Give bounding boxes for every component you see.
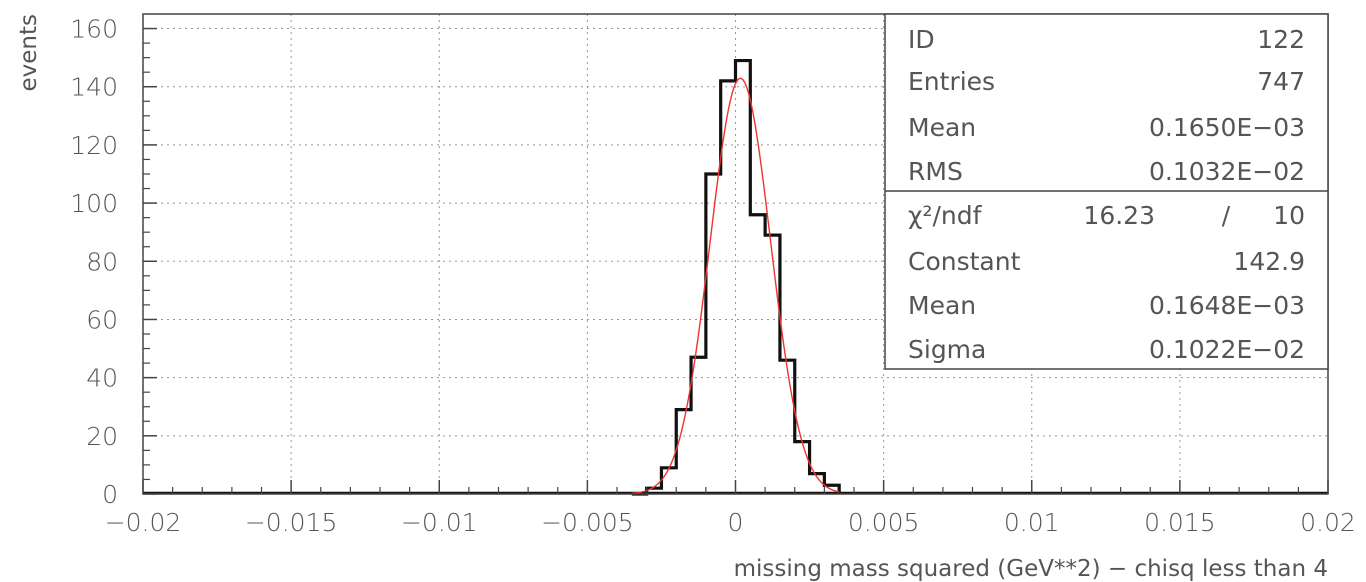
stats-label: ID bbox=[908, 25, 935, 54]
gaussian-fit-series bbox=[631, 77, 840, 495]
fit-value: 142.9 bbox=[1233, 247, 1305, 276]
y-tick-label: 80 bbox=[86, 247, 118, 276]
stats-value: 747 bbox=[1257, 67, 1305, 96]
stats-label: Mean bbox=[908, 113, 976, 142]
fit-value: 0.1648E−03 bbox=[1149, 291, 1305, 320]
stats-value: 122 bbox=[1257, 25, 1305, 54]
histogram-bin bbox=[661, 468, 676, 494]
stats-label: RMS bbox=[908, 157, 963, 186]
histogram-bin bbox=[691, 357, 706, 494]
fit-label: χ²/ndf bbox=[908, 201, 983, 230]
histogram-bin bbox=[765, 235, 780, 494]
fit-label: Mean bbox=[908, 291, 976, 320]
y-axis: 0 20 40 60 80 100 120 140 160 bbox=[70, 15, 157, 509]
fit-separator: / bbox=[1222, 201, 1231, 230]
x-tick-label: 0.02 bbox=[1300, 508, 1356, 537]
stats-label: Entries bbox=[908, 67, 995, 96]
x-tick-label: 0.015 bbox=[1144, 508, 1216, 537]
y-tick-label: 100 bbox=[70, 189, 118, 218]
fit-curve bbox=[631, 77, 840, 495]
x-tick-label: −0.02 bbox=[105, 508, 182, 537]
stats-value: 0.1650E−03 bbox=[1149, 113, 1305, 142]
y-tick-label: 120 bbox=[70, 131, 118, 160]
histogram-bin bbox=[736, 61, 751, 494]
x-axis: −0.02 −0.015 −0.01 −0.005 0 0.005 0.01 0.015 0.0… bbox=[105, 480, 1356, 537]
y-axis-title: events bbox=[16, 14, 42, 92]
x-axis-title: missing mass squared (GeV**2) − chisq le… bbox=[734, 556, 1328, 582]
stats-value: 0.1032E−02 bbox=[1149, 157, 1305, 186]
x-tick-label: 0.005 bbox=[848, 508, 920, 537]
fit-label: Constant bbox=[908, 247, 1021, 276]
stats-box: ID 122 Entries 747 Mean 0.1650E−03 RMS 0.1032E−… bbox=[884, 13, 1329, 370]
y-tick-label: 60 bbox=[86, 305, 118, 334]
y-tick-label: 20 bbox=[86, 422, 118, 451]
x-tick-label: −0.015 bbox=[245, 508, 338, 537]
histogram-bin bbox=[706, 174, 721, 494]
fit-value: 10 bbox=[1273, 201, 1305, 230]
x-tick-label: 0.01 bbox=[1004, 508, 1060, 537]
y-tick-label: 160 bbox=[70, 15, 118, 44]
histogram-bin bbox=[780, 360, 795, 494]
histogram-bin bbox=[795, 442, 810, 494]
fit-value: 0.1022E−02 bbox=[1149, 335, 1305, 364]
x-tick-label: −0.005 bbox=[541, 508, 634, 537]
histogram-outline bbox=[631, 58, 841, 496]
y-tick-label: 140 bbox=[70, 73, 118, 102]
histogram-bin bbox=[750, 215, 765, 494]
x-tick-label: 0 bbox=[728, 508, 744, 537]
fit-label: Sigma bbox=[908, 335, 986, 364]
y-tick-label: 0 bbox=[102, 480, 118, 509]
x-tick-label: −0.01 bbox=[401, 508, 478, 537]
y-tick-label: 40 bbox=[86, 364, 118, 393]
fit-value: 16.23 bbox=[1083, 201, 1155, 230]
